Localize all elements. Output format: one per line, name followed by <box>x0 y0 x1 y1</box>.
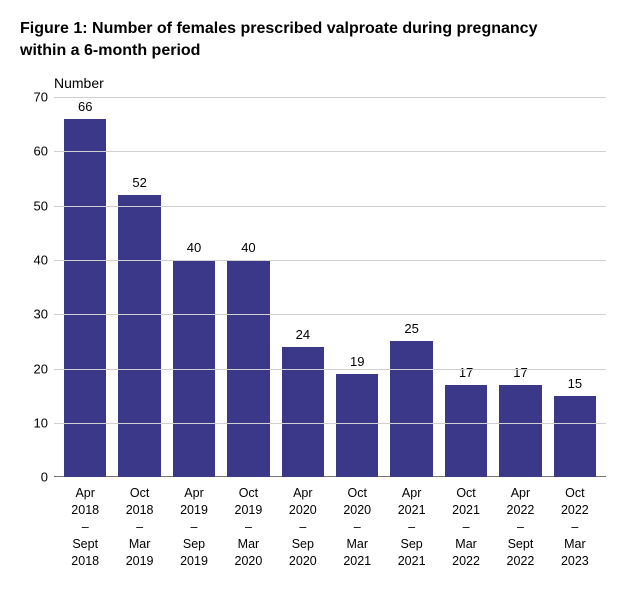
y-axis-title: Number <box>54 75 614 91</box>
x-tick-label: Apr 2020 – Sep 2020 <box>276 485 330 569</box>
plot-area: 66 52 40 40 24 19 25 17 17 15 <box>54 97 606 477</box>
x-tick-label: Oct 2019 – Mar 2020 <box>221 485 275 569</box>
gridline <box>54 314 606 315</box>
bar <box>282 347 324 477</box>
bar <box>445 385 487 477</box>
bar-slot: 19 <box>330 97 384 477</box>
bar-value-label: 40 <box>187 240 201 256</box>
bar-value-label: 25 <box>404 321 418 337</box>
bar-value-label: 17 <box>459 365 473 381</box>
bar <box>390 341 432 477</box>
gridline <box>54 206 606 207</box>
bar-slot: 25 <box>384 97 438 477</box>
bar <box>118 195 160 477</box>
bar-slot: 24 <box>276 97 330 477</box>
bar-slot: 40 <box>167 97 221 477</box>
bar-value-label: 17 <box>513 365 527 381</box>
y-tick-label: 20 <box>20 361 48 376</box>
bar-value-label: 52 <box>132 175 146 191</box>
gridline <box>54 260 606 261</box>
gridline <box>54 151 606 152</box>
y-tick-label: 50 <box>20 198 48 213</box>
bar <box>499 385 541 477</box>
bar-value-label: 40 <box>241 240 255 256</box>
bar-slot: 17 <box>439 97 493 477</box>
y-tick-label: 40 <box>20 253 48 268</box>
x-tick-label: Oct 2018 – Mar 2019 <box>112 485 166 569</box>
y-tick-label: 0 <box>20 470 48 485</box>
y-tick-label: 70 <box>20 90 48 105</box>
y-tick-label: 60 <box>20 144 48 159</box>
bar-slot: 52 <box>112 97 166 477</box>
bar-value-label: 15 <box>568 376 582 392</box>
bar-value-label: 66 <box>78 99 92 115</box>
x-axis-labels: Apr 2018 – Sept 2018Oct 2018 – Mar 2019A… <box>54 477 606 569</box>
x-tick-label: Apr 2019 – Sep 2019 <box>167 485 221 569</box>
gridline <box>54 423 606 424</box>
x-tick-label: Apr 2018 – Sept 2018 <box>58 485 112 569</box>
bars-container: 66 52 40 40 24 19 25 17 17 15 <box>54 97 606 477</box>
bar-slot: 17 <box>493 97 547 477</box>
bar-slot: 40 <box>221 97 275 477</box>
gridline <box>54 97 606 98</box>
x-tick-label: Oct 2020 – Mar 2021 <box>330 485 384 569</box>
figure-title: Figure 1: Number of females prescribed v… <box>20 18 580 61</box>
bar-slot: 15 <box>548 97 602 477</box>
bar <box>554 396 596 477</box>
bar <box>336 374 378 477</box>
x-tick-label: Apr 2021 – Sep 2021 <box>384 485 438 569</box>
bar-slot: 66 <box>58 97 112 477</box>
y-tick-label: 10 <box>20 415 48 430</box>
x-tick-label: Apr 2022 – Sept 2022 <box>493 485 547 569</box>
x-tick-label: Oct 2022 – Mar 2023 <box>548 485 602 569</box>
gridline <box>54 369 606 370</box>
y-tick-label: 30 <box>20 307 48 322</box>
bar-value-label: 24 <box>296 327 310 343</box>
bar-chart: 66524040241925171715 010203040506070 <box>20 97 614 477</box>
x-tick-label: Oct 2021 – Mar 2022 <box>439 485 493 569</box>
